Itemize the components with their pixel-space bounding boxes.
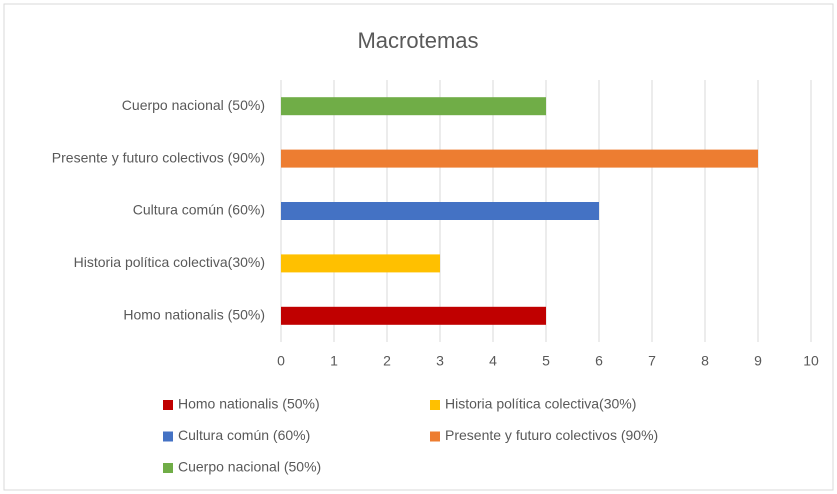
x-tick-label: 9 — [754, 353, 762, 369]
legend-swatch — [430, 431, 440, 442]
legend-swatch — [163, 431, 173, 442]
chart-border — [3, 3, 834, 491]
legend-swatch — [163, 400, 173, 410]
x-tick-label: 4 — [489, 353, 497, 369]
legend-label: Homo nationalis (50%) — [178, 396, 320, 412]
x-tick-label: 0 — [277, 353, 285, 369]
x-tick-label: 5 — [542, 353, 550, 369]
bar — [281, 97, 546, 116]
bar — [281, 306, 546, 325]
legend-label: Cultura común (60%) — [178, 427, 310, 443]
legend-label: Historia política colectiva(30%) — [445, 396, 636, 412]
y-tick-label: Presente y futuro colectivos (90%) — [52, 149, 265, 165]
y-tick-label: Homo nationalis (50%) — [123, 307, 265, 323]
x-tick-label: 7 — [648, 353, 656, 369]
y-tick-label: Historia política colectiva(30%) — [74, 254, 265, 270]
chart-title: Macrotemas — [357, 28, 478, 53]
legend-swatch — [163, 463, 173, 473]
legend-label: Presente y futuro colectivos (90%) — [445, 427, 658, 443]
y-tick-label: Cultura común (60%) — [133, 202, 265, 218]
x-tick-label: 3 — [436, 353, 444, 369]
bar — [281, 254, 440, 273]
legend-label: Cuerpo nacional (50%) — [178, 459, 321, 475]
legend-swatch — [430, 400, 440, 410]
x-tick-label: 6 — [595, 353, 603, 369]
bar — [281, 149, 758, 168]
x-tick-label: 8 — [701, 353, 709, 369]
x-tick-label: 1 — [330, 353, 338, 369]
y-tick-label: Cuerpo nacional (50%) — [122, 97, 265, 113]
x-tick-label: 2 — [383, 353, 391, 369]
x-tick-label: 10 — [803, 353, 819, 369]
bar — [281, 202, 599, 220]
